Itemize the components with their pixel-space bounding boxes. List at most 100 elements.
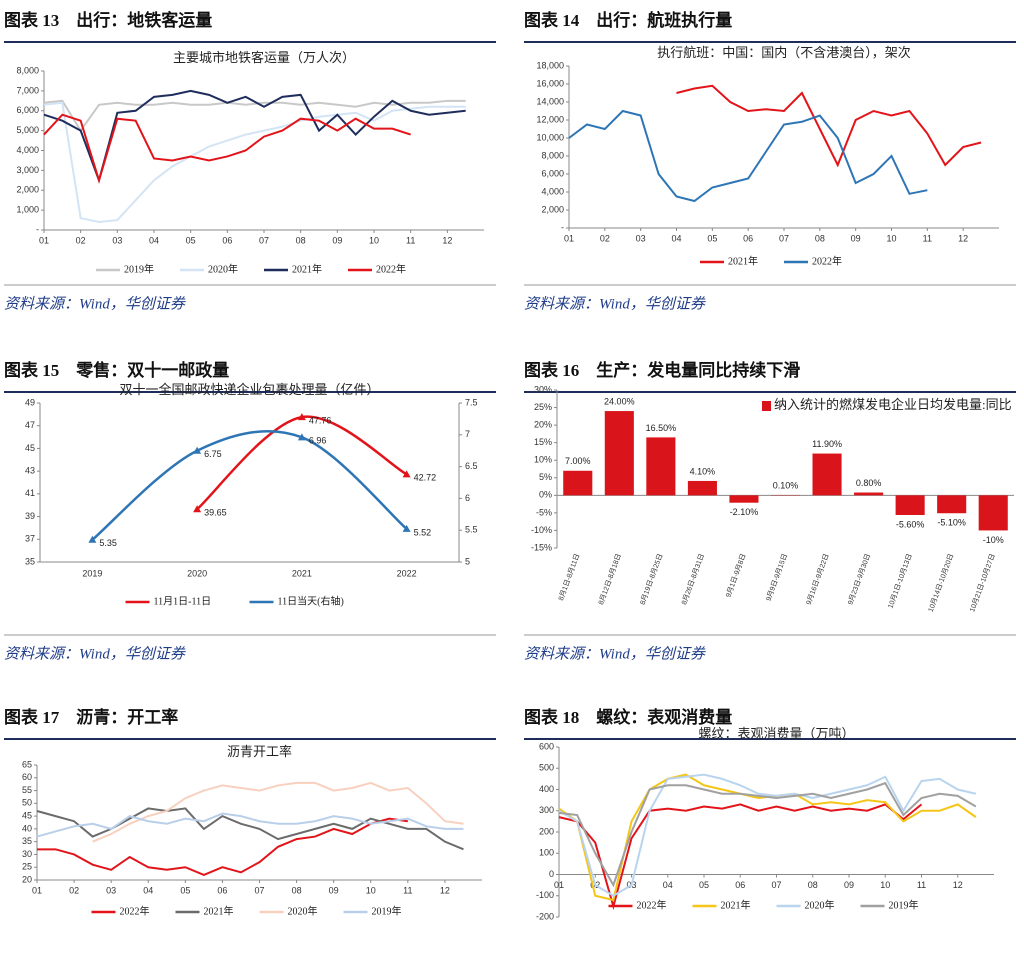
y-tick-label: 30 [22, 849, 32, 859]
x-tick-label: 08 [292, 885, 302, 895]
y-tick-label: 20% [534, 419, 552, 429]
y-tick-label: 37 [25, 534, 35, 544]
x-tick-label: 05 [707, 233, 717, 243]
x-tick-label: 11 [406, 235, 415, 245]
bar [646, 437, 676, 496]
legend-label: 11日当天(右轴) [278, 594, 344, 607]
x-tick-label: 02 [600, 233, 610, 243]
y-tick-label: 1,000 [16, 205, 39, 215]
y-tick-label: 30% [534, 384, 552, 394]
x-tick-label: 8月26日-8月31日 [680, 553, 706, 606]
x-tick-label: 8月19日-8月25日 [639, 553, 665, 606]
legend-label: 2022年 [376, 262, 406, 275]
y-tick-label: 50 [22, 798, 32, 808]
point-marker [193, 446, 202, 454]
panel-heading: 图表 13 出行：地铁客运量 [4, 10, 212, 30]
data-label: -2.10% [730, 507, 759, 517]
y-tick-label: -15% [531, 542, 552, 552]
x-tick-label: 12 [440, 885, 450, 895]
panel-heading: 图表 15 零售：双十一邮政量 [4, 360, 229, 380]
data-label: 11.90% [812, 439, 842, 449]
point-marker [297, 413, 306, 421]
y-tick-label: 55 [22, 785, 32, 795]
x-tick-label: 9月16日-9月22日 [805, 553, 831, 606]
legend-label: 2021年 [204, 904, 234, 917]
data-label: 4.10% [690, 466, 716, 476]
series-line [43, 89, 466, 184]
legend-label: 2021年 [728, 254, 758, 267]
series-line [92, 781, 464, 843]
x-tick-label: 9月23日-9月30日 [846, 553, 872, 606]
bar [978, 495, 1008, 531]
legend-label: 2022年 [812, 254, 842, 267]
legend-label: 2019年 [372, 904, 402, 917]
data-label: 0.10% [773, 480, 799, 490]
chart-title: 执行航班：中国：国内（不含港澳台），架次 [657, 45, 911, 60]
bar [729, 495, 759, 503]
source-note: 资料来源：Wind，华创证券 [524, 295, 706, 312]
y-tick-label: 20 [22, 874, 32, 884]
panel-heading: 图表 14 出行：航班执行量 [524, 10, 732, 30]
point-marker [88, 535, 97, 543]
series-line [558, 773, 977, 897]
y-tick-label: 6,000 [16, 105, 39, 115]
x-tick-label: 09 [844, 880, 854, 890]
x-tick-label: 03 [106, 885, 116, 895]
y-tick-label: 16,000 [536, 78, 564, 88]
x-tick-label: 04 [671, 233, 681, 243]
x-tick-label: 12 [953, 880, 963, 890]
chart-title: 双十一全国邮政快递企业包裹处理量（亿件） [119, 382, 379, 397]
chart-title: 螺纹：表观消费量（万吨） [698, 726, 854, 741]
x-tick-label: 06 [735, 880, 745, 890]
data-label: 5.35 [99, 538, 117, 548]
x-tick-label: 04 [149, 235, 159, 245]
y-tick-label: 35 [22, 836, 32, 846]
x-tick-label: 08 [815, 233, 825, 243]
legend-label: 2020年 [208, 262, 238, 275]
y-tick-label: 200 [539, 826, 554, 836]
x-tick-label: 02 [69, 885, 79, 895]
x-tick-label: 01 [32, 885, 42, 895]
y-tick-label: 39 [25, 511, 35, 521]
bar [895, 495, 925, 515]
series-line [37, 817, 408, 876]
x-tick-label: 10月14日-10月20日 [927, 553, 956, 614]
y-tick-label: 49 [25, 397, 35, 407]
y-tick-label: 8,000 [16, 65, 39, 75]
x-tick-label: 06 [743, 233, 753, 243]
x-tick-label: 12 [958, 233, 968, 243]
y2-tick-label: 6 [465, 493, 470, 503]
y-tick-label: 3,000 [16, 165, 39, 175]
bar [937, 495, 967, 514]
source-note: 资料来源：Wind，华创证券 [4, 295, 186, 312]
y-tick-label: 40 [22, 823, 32, 833]
x-tick-label: 10月1日-10月13日 [887, 553, 914, 610]
y-tick-label: 25% [534, 402, 552, 412]
y-tick-label: 2,000 [16, 185, 39, 195]
y-tick-label: 45 [22, 810, 32, 820]
y-tick-label: 600 [539, 741, 554, 751]
data-label: -10% [983, 535, 1004, 545]
data-label: -5.10% [937, 518, 966, 528]
data-label: 6.75 [204, 449, 222, 459]
y-tick-label: 14,000 [536, 96, 564, 106]
y-tick-label: 18,000 [536, 60, 564, 70]
y-tick-label: 15% [534, 437, 552, 447]
x-tick-label: 01 [564, 233, 574, 243]
legend-label: 2021年 [292, 262, 322, 275]
x-tick-label: 07 [254, 885, 264, 895]
x-tick-label: 06 [217, 885, 227, 895]
x-tick-label: 09 [851, 233, 861, 243]
y-tick-label: 100 [539, 848, 554, 858]
x-tick-label: 04 [143, 885, 153, 895]
y-tick-label: 35 [25, 556, 35, 566]
x-tick-label: 10 [880, 880, 890, 890]
y-tick-label: 7,000 [16, 85, 39, 95]
y-tick-label: 0% [539, 490, 552, 500]
x-tick-label: 11 [917, 880, 926, 890]
y2-tick-label: 5 [465, 556, 470, 566]
x-tick-label: 09 [329, 885, 339, 895]
y-tick-label: 12,000 [536, 114, 564, 124]
data-label: 6.96 [309, 436, 327, 446]
